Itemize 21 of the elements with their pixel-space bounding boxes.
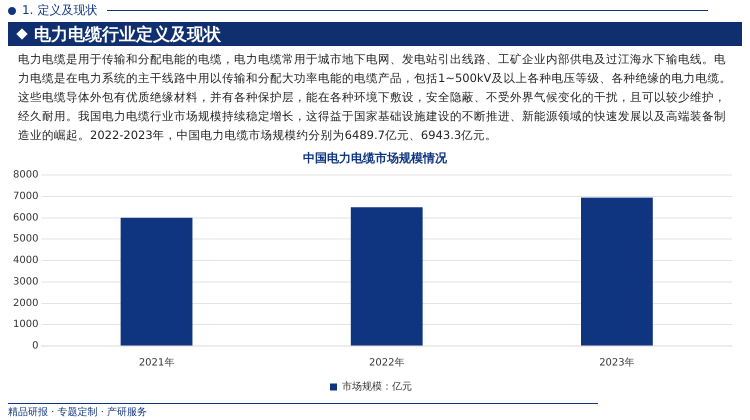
x-tick-label: 2022年 — [369, 356, 404, 369]
text: 电力电缆是用于传输和分配电能的电缆，电力电缆常用于城市地下电网、发电站引出线路、工矿企业内部供电及过江海水下输电线。电力电缆是在电力系统的主干线路中用以传输和分配大功率电能的电缆产品，包括1~500kV及以上各种电压等级、各种绝缘的电力电缆。这些电缆导体外包有优质绝缘材料，并有各种保护层，能在各种环境下敷设，安全隐蔽、不受外界气候变化的干扰，且可以较少维护，经久耐用。我国电力电缆行业市场规模持续稳定增长，这得益于国家基础设施建设的不断推进、新能源领域的快速发展以及高端装备制造业的崛起。2022-2023年，中国电力电缆市场规模约分别为6489.7亿元、6943.3亿元。 — [18, 51, 732, 144]
y-tick-label: 3000 — [12, 276, 38, 288]
legend-label: 市场规模：亿元 — [342, 380, 412, 393]
y-tick-label: 2000 — [12, 298, 38, 309]
y-tick-label: 1000 — [12, 319, 38, 330]
text: 电力电缆行业定义及现状 — [34, 24, 221, 46]
bar — [581, 198, 653, 346]
bar — [120, 218, 192, 346]
y-tick-label: 7000 — [12, 190, 38, 202]
y-tick-label: 8000 — [12, 170, 38, 181]
text: 1. 定义及现状 — [22, 2, 98, 19]
y-tick-label: 5000 — [12, 234, 38, 245]
y-tick-label: 0 — [32, 340, 38, 352]
y-tick-label: 6000 — [12, 212, 38, 224]
text: 精品研报 · 专题定制 · 产研服务 — [8, 403, 598, 419]
x-tick-label: 2021年 — [138, 356, 174, 369]
y-tick-label: 4000 — [12, 255, 38, 266]
bar — [350, 207, 423, 346]
x-tick-label: 2023年 — [599, 356, 635, 369]
chart-title: 中国电力电缆市场规模情况 — [302, 150, 448, 167]
